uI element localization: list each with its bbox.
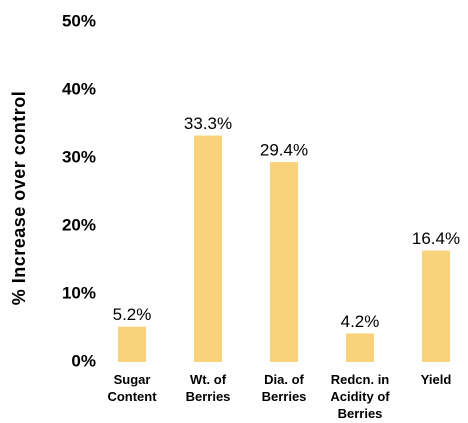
bar [422,250,450,362]
y-axis-title: % Increase over control [9,91,29,306]
bar [118,326,146,362]
y-tick-label: 30% [62,147,96,166]
value-label: 4.2% [341,312,380,331]
y-tick-label: 50% [62,11,96,30]
y-tick-label: 0% [71,351,96,370]
bar [346,333,374,362]
x-tick-label: Sugar Content [107,372,157,404]
x-tick-label: Dia. of Berries [262,372,307,404]
x-tick-label-line: Berries [186,389,231,404]
x-tick-label-line: Berries [338,406,383,421]
x-tick-label: Yield [421,372,452,387]
x-tick-label: Wt. of Berries [186,372,231,404]
x-tick-label-line: Content [107,389,157,404]
y-tick-label: 40% [62,79,96,98]
x-tick-label-line: Yield [421,372,452,387]
value-label: 16.4% [412,229,460,248]
x-tick-label-line: Wt. of [190,372,227,387]
value-label: 5.2% [113,305,152,324]
bar [194,135,222,362]
x-tick-label-line: Sugar [114,372,151,387]
x-tick-label-line: Berries [262,389,307,404]
x-tick-label: Redcn. in Acidity of Berries [330,372,390,421]
x-tick-label-line: Acidity of [330,389,390,404]
bar [270,162,298,362]
y-tick-label: 20% [62,215,96,234]
value-label: 29.4% [260,141,308,160]
y-tick-label: 10% [62,283,96,302]
value-label: 33.3% [184,114,232,133]
x-tick-label-line: Redcn. in [331,372,390,387]
x-tick-label-line: Dia. of [264,372,304,387]
